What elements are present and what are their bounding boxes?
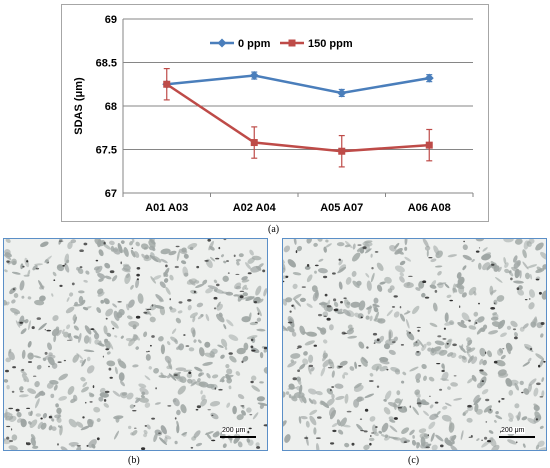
x-tick-label: A06 A08 <box>408 202 451 214</box>
y-tick-label: 67.5 <box>96 145 117 157</box>
legend-label: 150 ppm <box>308 38 353 50</box>
series-line-a <box>166 74 430 95</box>
data-point <box>425 141 433 149</box>
y-axis-title: SDAS (μm) <box>73 77 85 135</box>
chart-frame: 67 67.5 68 68.5 69 A01 A03 A02 A04 A05 A07 A06 A… <box>61 4 489 222</box>
data-point <box>163 80 171 88</box>
caption-c: (c) <box>408 455 420 466</box>
x-tick-label: A01 A03 <box>145 202 188 214</box>
legend-label: 0 ppm <box>238 38 271 50</box>
sdas-chart: 67 67.5 68 68.5 69 A01 A03 A02 A04 A05 A07 A06 A… <box>73 14 474 214</box>
micrograph-b-image <box>4 239 267 450</box>
x-tick-label: A05 A07 <box>320 202 363 214</box>
data-point <box>249 71 259 81</box>
caption-b: (b) <box>128 455 140 466</box>
micrograph-b: 200 μm <box>3 238 268 451</box>
scale-bar-label-b: 200 μm <box>222 427 246 434</box>
y-tick-label: 67 <box>105 188 117 200</box>
scale-bar-label-c: 200 μm <box>501 427 525 434</box>
legend-marker <box>288 39 296 47</box>
y-tick-label: 69 <box>105 14 117 26</box>
scale-bar-line-c <box>499 436 535 438</box>
micrograph-c-image <box>283 239 546 450</box>
y-tick-label: 68.5 <box>96 58 117 70</box>
legend-marker <box>217 38 227 48</box>
y-tick-label: 68 <box>105 101 117 113</box>
caption-a: (a) <box>268 224 280 235</box>
micrograph-c: 200 μm <box>282 238 547 451</box>
x-tick-label: A02 A04 <box>233 202 277 214</box>
scale-bar-line-b <box>220 436 256 438</box>
series-line-b <box>166 83 430 153</box>
data-point <box>424 73 434 83</box>
data-point <box>338 147 346 155</box>
data-point <box>337 88 347 98</box>
data-point <box>250 139 258 147</box>
